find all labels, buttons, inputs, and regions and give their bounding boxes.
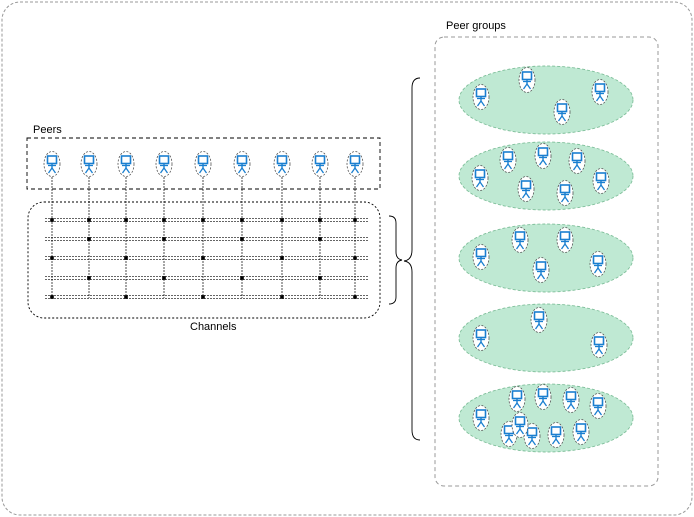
connection-dot: [50, 256, 54, 260]
peer-icon: [547, 421, 565, 449]
connection-dot: [201, 256, 205, 260]
connection-dot: [240, 237, 244, 241]
connection-dot: [280, 218, 284, 222]
connection-dot: [87, 237, 91, 241]
peer-icon: [43, 150, 61, 178]
peer-icon: [155, 150, 173, 178]
peer-icon: [80, 150, 98, 178]
peer-group: [458, 65, 634, 135]
connection-dot: [318, 276, 322, 280]
peer-groups-label: Peer groups: [446, 20, 506, 32]
connection-dot: [240, 218, 244, 222]
channels-box: [27, 201, 381, 319]
connection-dot: [318, 237, 322, 241]
peer-icon: [590, 331, 608, 359]
peer-icon: [532, 256, 550, 284]
peer-icon: [556, 179, 574, 207]
peer-icon: [592, 167, 610, 195]
peer-groups-container: [458, 65, 634, 453]
peers-label: Peers: [33, 124, 62, 136]
peer-channel-connectors: [50, 177, 357, 299]
peer-connector: [50, 177, 54, 299]
peers-box: [26, 137, 381, 190]
peer-icon: [472, 324, 490, 352]
peer-icon: [346, 150, 364, 178]
peer-icon: [499, 146, 517, 174]
peer-icon: [572, 418, 590, 446]
peer-icon: [511, 226, 529, 254]
peer-icon: [517, 175, 535, 203]
peer-connector: [353, 177, 357, 299]
peer-icon: [534, 383, 552, 411]
peer-connector: [124, 177, 128, 299]
peer-icon: [472, 243, 490, 271]
peer-group: [458, 223, 634, 293]
connection-dot: [50, 295, 54, 299]
peer-icon: [471, 164, 489, 192]
connection-dot: [353, 256, 357, 260]
peer-icon: [194, 150, 212, 178]
channels-label: Channels: [190, 321, 237, 333]
peer-icon: [472, 404, 490, 432]
peer-icon: [518, 66, 536, 94]
channel-line: [45, 295, 368, 299]
connection-dot: [87, 218, 91, 222]
peer-icon: [591, 78, 609, 106]
peer-icon: [117, 150, 135, 178]
connection-dot: [124, 295, 128, 299]
peer-icon: [530, 306, 548, 334]
peer-icon: [508, 385, 526, 413]
connection-dot: [162, 237, 166, 241]
peer-connector: [240, 177, 244, 298]
connection-dot: [353, 218, 357, 222]
peers-row: [43, 150, 364, 178]
connection-dot: [162, 218, 166, 222]
connection-dot: [280, 256, 284, 260]
peer-icon: [273, 150, 291, 178]
connection-dot: [201, 218, 205, 222]
peer-connector: [201, 177, 205, 299]
peer-icon: [568, 147, 586, 175]
connection-dot: [162, 276, 166, 280]
peer-icon: [534, 142, 552, 170]
peer-icon: [511, 411, 529, 439]
peer-icon: [589, 392, 607, 420]
peer-group: [458, 383, 634, 453]
peer-group: [458, 303, 634, 373]
connection-dot: [280, 295, 284, 299]
channels-group: [45, 218, 368, 299]
peer-groups-brace: [403, 77, 421, 441]
peer-connector: [318, 177, 322, 298]
peer-connector: [87, 177, 91, 298]
connection-dot: [201, 295, 205, 299]
peer-icon: [556, 226, 574, 254]
connection-dot: [240, 276, 244, 280]
peer-icon: [311, 150, 329, 178]
peer-icon: [589, 250, 607, 278]
connection-dot: [87, 276, 91, 280]
peer-connector: [280, 177, 284, 299]
channels-brace: [388, 215, 403, 305]
channel-line: [45, 256, 368, 260]
peer-icon: [472, 83, 490, 111]
peer-groups-box: [434, 36, 659, 487]
connection-dot: [318, 218, 322, 222]
connection-dot: [124, 218, 128, 222]
peer-connector: [162, 177, 166, 298]
connection-dot: [50, 218, 54, 222]
peer-icon: [233, 150, 251, 178]
peer-icon: [562, 386, 580, 414]
peer-icon: [553, 98, 571, 126]
connection-dot: [353, 295, 357, 299]
connection-dot: [124, 256, 128, 260]
peer-group: [458, 141, 634, 211]
